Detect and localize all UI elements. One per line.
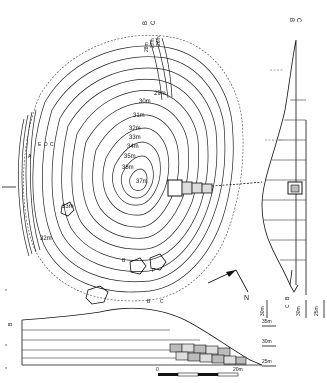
contour-label-30m: 30m <box>139 99 151 105</box>
elevation-26m: 26m <box>156 36 162 46</box>
contour-label-37m: 37m <box>136 179 148 185</box>
contour-label-32m: 32m <box>129 126 141 132</box>
scale-bar: 0 20m <box>156 367 243 377</box>
bottom-elevation-35m: 35m <box>262 319 272 325</box>
right-section-profile: B C B C 30m 25m <box>260 18 325 318</box>
wall-mark-b: B <box>122 258 126 264</box>
north-arrow: N <box>207 269 249 302</box>
wall-mark-c: C <box>50 142 54 148</box>
north-label: N <box>244 295 249 302</box>
right-elevation-30m: 30m <box>296 306 302 316</box>
plan-marker-c: C <box>160 299 164 305</box>
wall-mark-f: F <box>152 268 155 274</box>
topographic-plan: 29m 30m 31m 32m 33m 34m 35m 36m 37m 33m … <box>2 35 263 305</box>
wall-mark-d: D <box>44 142 48 148</box>
contour-label-33m-left: 33m <box>62 204 74 210</box>
bottom-stone-blocks <box>169 343 247 365</box>
contour-label-32m-left: 32m <box>40 236 52 242</box>
right-elevation-25m: 25m <box>314 306 320 316</box>
top-elevation-labels: B C 28m 27m 26m <box>143 20 162 52</box>
top-rampart-lines <box>149 37 173 101</box>
scale-start: 0 <box>156 367 159 373</box>
contour-label-31m: 31m <box>133 113 145 119</box>
top-marker-b: B <box>143 21 149 25</box>
mid-elevation-30m: 30m <box>260 306 266 316</box>
bottom-elevation-30m: 30m <box>262 339 272 345</box>
scale-end: 20m <box>233 367 243 373</box>
contour-label-36m: 36m <box>122 165 134 171</box>
right-marker-c: C <box>295 18 301 23</box>
outer-boundary <box>23 35 244 302</box>
wall-mark-a: A <box>28 154 32 160</box>
bottom-section-profile: B 35m 30 <box>8 307 276 367</box>
contour-lines <box>32 45 234 293</box>
right-bottom-marker-b: B <box>285 296 291 300</box>
right-marker-b: B <box>288 18 294 22</box>
elevation-27m: 27m <box>150 38 156 48</box>
contour-label-35m: 35m <box>124 154 136 160</box>
rock-features <box>60 201 167 305</box>
contour-label-33m: 33m <box>129 135 141 141</box>
contour-label-34m: 34m <box>127 144 139 150</box>
bottom-marker-b: B <box>8 322 14 326</box>
right-bottom-marker-c: C <box>285 304 291 308</box>
gate-structure <box>167 179 263 197</box>
contour-label-29m: 29m <box>154 91 166 97</box>
elevation-28m: 28m <box>144 42 150 52</box>
bottom-elevation-25m: 25m <box>262 359 272 365</box>
top-marker-c: C <box>151 20 157 25</box>
left-rampart-lines <box>18 109 41 257</box>
plan-marker-b: B <box>147 299 151 305</box>
wall-mark-e: E <box>38 142 42 148</box>
